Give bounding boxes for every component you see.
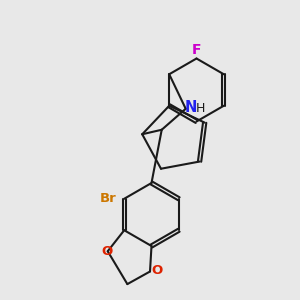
Text: H: H bbox=[196, 102, 206, 115]
Text: O: O bbox=[151, 264, 162, 277]
Text: O: O bbox=[101, 245, 112, 258]
Text: Br: Br bbox=[100, 192, 117, 205]
Text: N: N bbox=[185, 100, 197, 115]
Text: F: F bbox=[192, 43, 201, 57]
